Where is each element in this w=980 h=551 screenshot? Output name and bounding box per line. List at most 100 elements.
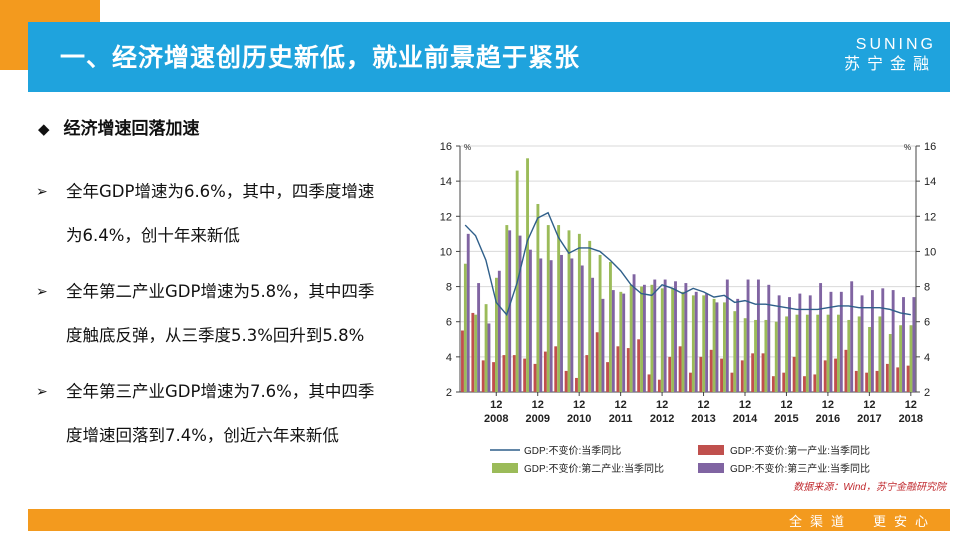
- bar: [637, 339, 641, 392]
- bar: [668, 356, 672, 392]
- legend-swatch: [698, 445, 724, 455]
- bar: [746, 279, 750, 392]
- bar: [484, 304, 488, 392]
- footer-slogan: 全渠道 更安心: [788, 515, 936, 530]
- y-tick-label-right: 8: [924, 282, 930, 294]
- page-title: 一、经济增速创历史新低，就业前景趋于紧张: [60, 43, 581, 72]
- bar: [609, 261, 612, 392]
- bar: [702, 295, 706, 392]
- legend-label: GDP:不变价:第一产业:当季同比: [730, 444, 870, 457]
- x-tick-label-month: 12: [615, 399, 627, 411]
- x-tick-label-month: 12: [532, 399, 544, 411]
- bar: [743, 318, 747, 392]
- bar: [694, 291, 698, 392]
- y-tick-label-right: 16: [924, 141, 936, 153]
- bar: [888, 334, 892, 392]
- legend-swatch: [698, 463, 724, 473]
- bar: [885, 363, 889, 392]
- bar: [650, 284, 654, 392]
- x-tick-label-year: 2014: [733, 413, 758, 425]
- x-tick-label-month: 12: [573, 399, 585, 411]
- bar: [712, 298, 716, 392]
- bar: [543, 351, 547, 392]
- x-tick-label-month: 12: [739, 399, 751, 411]
- arrow-bullet-icon: ➢: [36, 384, 48, 400]
- bar: [632, 274, 636, 392]
- bar: [774, 321, 778, 392]
- bar: [788, 297, 791, 392]
- x-tick-label-year: 2008: [484, 413, 508, 425]
- bar: [640, 286, 643, 392]
- x-tick-label-year: 2015: [774, 413, 798, 425]
- bar: [868, 326, 871, 392]
- bar: [819, 283, 823, 392]
- bar: [619, 291, 623, 392]
- bar: [899, 325, 903, 392]
- bar: [681, 291, 685, 392]
- y-tick-label-right: 4: [924, 352, 930, 364]
- bar: [502, 355, 506, 392]
- bar: [782, 372, 786, 392]
- bar: [554, 346, 558, 392]
- bar: [740, 360, 744, 392]
- bar: [792, 356, 796, 392]
- bar: [826, 314, 830, 392]
- y-tick-label-right: 12: [924, 211, 936, 223]
- bar: [736, 298, 740, 392]
- bar: [709, 349, 713, 392]
- bar: [626, 348, 630, 392]
- bullet-line: 度触底反弹，从三季度5.3%回升到5.8%: [66, 326, 365, 345]
- bar: [466, 233, 470, 392]
- bar: [839, 291, 843, 392]
- suning-logo: SUNING 苏宁金融: [816, 36, 936, 74]
- bar: [526, 158, 529, 392]
- bar: [611, 290, 615, 392]
- bar: [816, 314, 820, 392]
- arrow-bullet-icon: ➢: [36, 184, 48, 200]
- x-tick-label-year: 2010: [567, 413, 591, 425]
- bar: [653, 279, 657, 392]
- bar: [902, 297, 905, 392]
- bar: [536, 203, 540, 392]
- x-tick-label-month: 12: [905, 399, 917, 411]
- bar: [598, 254, 602, 392]
- bar: [891, 290, 895, 392]
- x-tick-label-month: 12: [822, 399, 834, 411]
- bar: [461, 330, 464, 392]
- y-tick-label-left: 10: [440, 246, 452, 258]
- bar: [730, 372, 734, 392]
- x-tick-label-year: 2017: [857, 413, 881, 425]
- legend-swatch: [492, 463, 518, 473]
- bar: [761, 353, 765, 392]
- bar: [570, 258, 574, 392]
- x-tick-label-year: 2011: [609, 413, 633, 425]
- bar: [497, 270, 501, 392]
- bar: [660, 288, 664, 392]
- bar: [595, 332, 599, 392]
- bar: [577, 233, 581, 392]
- bar: [875, 370, 879, 392]
- bar: [606, 362, 610, 392]
- bar: [803, 376, 806, 392]
- bar: [837, 314, 840, 392]
- bar: [764, 319, 768, 392]
- bar: [733, 311, 737, 392]
- x-tick-label-month: 12: [490, 399, 502, 411]
- bar: [715, 302, 719, 392]
- bar: [829, 291, 833, 392]
- gdp-growth-chart: 2 2 4 4 6 6 8 8 10 10 12 12 14 14 16 16% % 12 2008 12 2009 12…: [440, 141, 948, 493]
- bar: [751, 353, 755, 392]
- x-tick-label-year: 2009: [525, 413, 549, 425]
- bar: [689, 372, 692, 392]
- x-tick-label-month: 12: [780, 399, 792, 411]
- bar: [881, 288, 885, 392]
- x-tick-label-month: 12: [697, 399, 709, 411]
- bar: [878, 316, 882, 392]
- bar: [518, 235, 522, 392]
- bar: [684, 283, 688, 392]
- bar: [663, 279, 667, 392]
- y-tick-label-right: 2: [924, 387, 930, 399]
- legend-label: GDP:不变价:第三产业:当季同比: [730, 462, 870, 475]
- bar: [560, 254, 563, 392]
- legend-label: GDP:不变价:第二产业:当季同比: [524, 462, 664, 475]
